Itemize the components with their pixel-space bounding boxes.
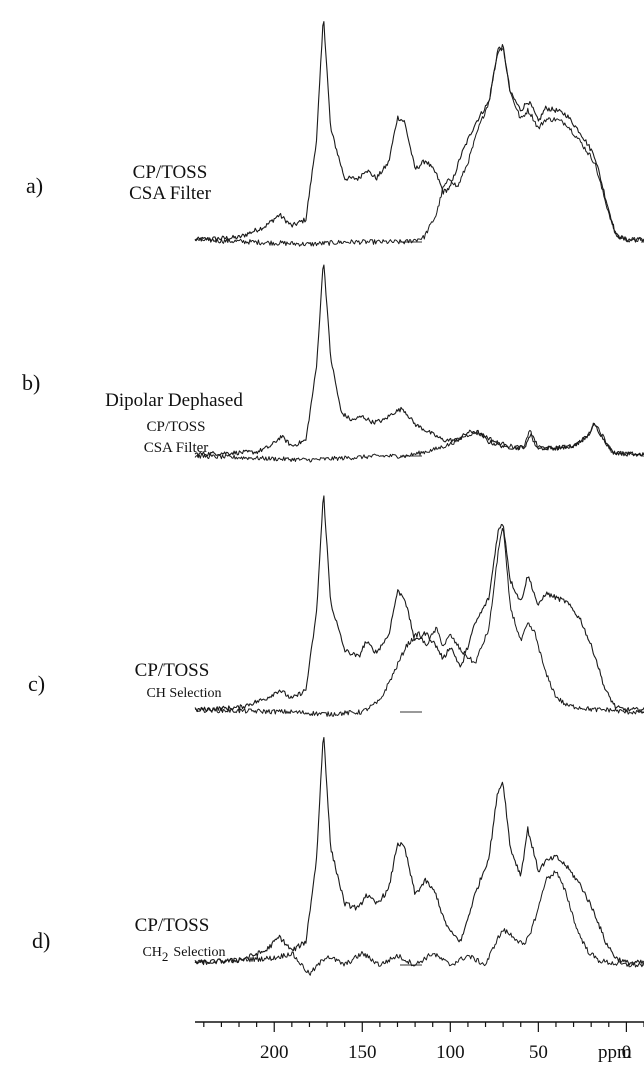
panel-b-trace-2 <box>194 422 644 463</box>
panel-a: a) CP/TOSS CSA Filter <box>26 21 644 247</box>
panel-b-subtitle2: CSA Filter <box>144 440 209 456</box>
x-axis: 200 150 100 50 0 <box>195 1021 644 1063</box>
panel-a-title: CP/TOSS <box>133 162 208 183</box>
panel-c-trace-2 <box>194 527 644 717</box>
panel-c: c) CP/TOSS CH Selection <box>28 495 644 717</box>
panel-c-letter: c) <box>28 671 45 696</box>
panel-c-spectra <box>194 495 644 717</box>
panel-c-trace-1 <box>194 495 644 713</box>
x-tick-label: 100 <box>436 1042 465 1063</box>
panel-d-subtitle-sub: 2 <box>162 949 169 964</box>
panel-a-subtitle: CSA Filter <box>129 183 211 204</box>
panel-d-spectra <box>194 736 644 976</box>
panel-d-title: CP/TOSS <box>135 915 210 936</box>
panel-c-title: CP/TOSS <box>135 660 210 681</box>
x-axis-label: ppm <box>598 1042 632 1063</box>
x-tick-label: 50 <box>529 1042 548 1063</box>
panel-d-letter: d) <box>32 928 50 953</box>
panel-a-spectra <box>194 21 644 247</box>
panel-a-trace-2 <box>194 47 644 247</box>
panel-d-trace-2 <box>194 870 644 976</box>
panel-a-letter: a) <box>26 173 43 198</box>
panel-b-trace-1 <box>194 264 644 457</box>
panel-d-trace-1 <box>194 736 644 966</box>
panel-b-subtitle: CP/TOSS <box>147 419 206 435</box>
panel-d-subtitle: CH2 Selection <box>142 945 225 964</box>
x-tick-label: 0 <box>622 1042 632 1063</box>
panel-d: d) CP/TOSS CH2 Selection <box>32 736 644 976</box>
panel-a-trace-1 <box>194 21 644 243</box>
panel-c-subtitle: CH Selection <box>146 686 221 701</box>
x-tick-label: 200 <box>260 1042 289 1063</box>
panel-d-subtitle-ch: CH <box>142 945 161 960</box>
panel-b-title: Dipolar Dephased <box>105 390 243 411</box>
panel-b: b) Dipolar Dephased CP/TOSS CSA Filter <box>22 264 644 463</box>
x-tick-label: 150 <box>348 1042 377 1063</box>
panel-b-spectra <box>194 264 644 463</box>
panel-d-subtitle-tail: Selection <box>173 945 225 960</box>
panel-b-letter: b) <box>22 370 40 395</box>
